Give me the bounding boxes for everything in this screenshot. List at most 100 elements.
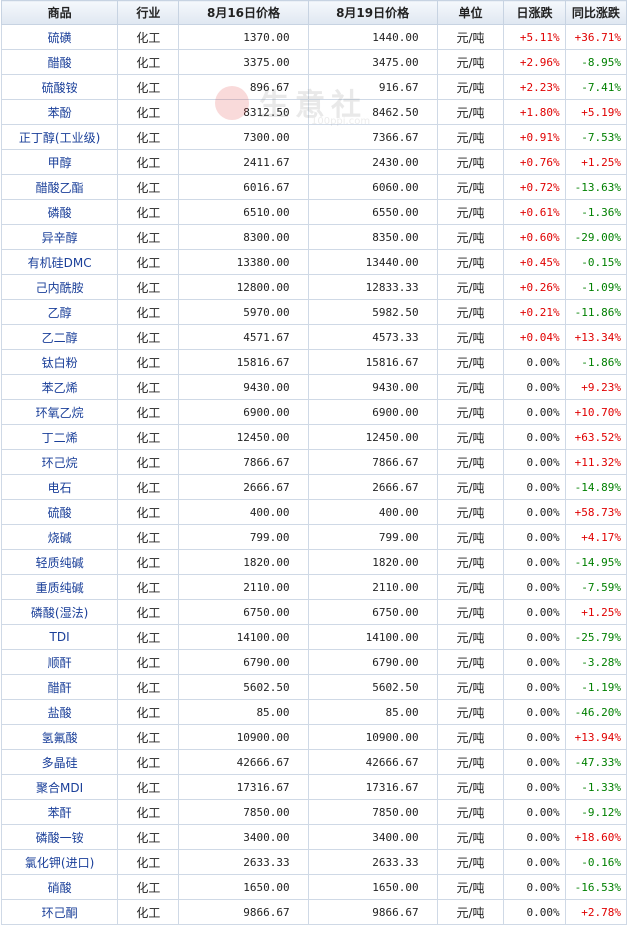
table-row: TDI 化工 14100.00 14100.00 元/吨 0.00% -25.79% xyxy=(0,624,628,650)
price-prev-cell: 2633.33 xyxy=(178,849,309,875)
product-name-link[interactable]: 硫酸 xyxy=(0,499,119,525)
product-name-link[interactable]: 磷酸(湿法) xyxy=(0,599,119,625)
yoy-change-cell: -25.79% xyxy=(564,624,628,650)
price-curr-cell: 14100.00 xyxy=(307,624,438,650)
product-name-link[interactable]: 氢氟酸 xyxy=(0,724,119,750)
product-name-link[interactable]: 醋酸 xyxy=(0,49,119,75)
product-name-link[interactable]: 硫酸铵 xyxy=(0,74,119,100)
table-row: 环氧乙烷 化工 6900.00 6900.00 元/吨 0.00% +10.70% xyxy=(0,399,628,425)
table-row: 顺酐 化工 6790.00 6790.00 元/吨 0.00% -3.28% xyxy=(0,649,628,675)
unit-cell: 元/吨 xyxy=(436,124,505,150)
price-curr-cell: 8350.00 xyxy=(307,224,438,250)
product-name-link[interactable]: 顺酐 xyxy=(0,649,119,675)
product-name-link[interactable]: 硫磺 xyxy=(0,24,119,50)
product-name-link[interactable]: 轻质纯碱 xyxy=(0,549,119,575)
product-name-link[interactable]: 多晶硅 xyxy=(0,749,119,775)
product-name-link[interactable]: 氯化钾(进口) xyxy=(0,849,119,875)
unit-cell: 元/吨 xyxy=(436,299,505,325)
price-curr-cell: 6550.00 xyxy=(307,199,438,225)
table-row: 醋酐 化工 5602.50 5602.50 元/吨 0.00% -1.19% xyxy=(0,674,628,700)
yoy-change-cell: -47.33% xyxy=(564,749,628,775)
product-name-link[interactable]: 钛白粉 xyxy=(0,349,119,375)
table-row: 电石 化工 2666.67 2666.67 元/吨 0.00% -14.89% xyxy=(0,474,628,500)
price-prev-cell: 8300.00 xyxy=(178,224,309,250)
product-name-link[interactable]: 醋酐 xyxy=(0,674,119,700)
industry-cell: 化工 xyxy=(117,649,180,675)
price-curr-cell: 1440.00 xyxy=(307,24,438,50)
product-name-link[interactable]: 重质纯碱 xyxy=(0,574,119,600)
unit-cell: 元/吨 xyxy=(436,49,505,75)
product-name-link[interactable]: 环氧乙烷 xyxy=(0,399,119,425)
yoy-change-cell: +1.25% xyxy=(564,149,628,175)
unit-cell: 元/吨 xyxy=(436,899,505,925)
product-name-link[interactable]: TDI xyxy=(0,624,119,650)
product-name-link[interactable]: 硝酸 xyxy=(0,874,119,900)
unit-cell: 元/吨 xyxy=(436,99,505,125)
price-prev-cell: 8312.50 xyxy=(178,99,309,125)
unit-cell: 元/吨 xyxy=(436,824,505,850)
unit-cell: 元/吨 xyxy=(436,224,505,250)
product-name-link[interactable]: 磷酸一铵 xyxy=(0,824,119,850)
header-yoy-change: 同比涨跌 xyxy=(564,0,628,25)
unit-cell: 元/吨 xyxy=(436,74,505,100)
product-name-link[interactable]: 苯酚 xyxy=(0,99,119,125)
yoy-change-cell: +11.32% xyxy=(564,449,628,475)
product-name-link[interactable]: 己内酰胺 xyxy=(0,274,119,300)
table-row: 轻质纯碱 化工 1820.00 1820.00 元/吨 0.00% -14.95% xyxy=(0,549,628,575)
table-row: 硝酸 化工 1650.00 1650.00 元/吨 0.00% -16.53% xyxy=(0,874,628,900)
daily-change-cell: 0.00% xyxy=(503,349,566,375)
table-row: 氢氟酸 化工 10900.00 10900.00 元/吨 0.00% +13.94% xyxy=(0,724,628,750)
product-name-link[interactable]: 乙二醇 xyxy=(0,324,119,350)
price-prev-cell: 7300.00 xyxy=(178,124,309,150)
header-daily-change: 日涨跌 xyxy=(503,0,566,25)
yoy-change-cell: -7.41% xyxy=(564,74,628,100)
yoy-change-cell: -13.63% xyxy=(564,174,628,200)
daily-change-cell: +5.11% xyxy=(503,24,566,50)
product-name-link[interactable]: 正丁醇(工业级) xyxy=(0,124,119,150)
product-name-link[interactable]: 苯乙烯 xyxy=(0,374,119,400)
price-curr-cell: 7366.67 xyxy=(307,124,438,150)
price-curr-cell: 12833.33 xyxy=(307,274,438,300)
product-name-link[interactable]: 磷酸 xyxy=(0,199,119,225)
product-name-link[interactable]: 电石 xyxy=(0,474,119,500)
daily-change-cell: 0.00% xyxy=(503,824,566,850)
price-prev-cell: 85.00 xyxy=(178,699,309,725)
price-prev-cell: 1650.00 xyxy=(178,874,309,900)
product-name-link[interactable]: 烧碱 xyxy=(0,524,119,550)
product-name-link[interactable]: 苯酐 xyxy=(0,799,119,825)
yoy-change-cell: -8.95% xyxy=(564,49,628,75)
industry-cell: 化工 xyxy=(117,824,180,850)
unit-cell: 元/吨 xyxy=(436,524,505,550)
price-curr-cell: 916.67 xyxy=(307,74,438,100)
table-row: 醋酸乙酯 化工 6016.67 6060.00 元/吨 +0.72% -13.63% xyxy=(0,174,628,200)
product-name-link[interactable]: 甲醇 xyxy=(0,149,119,175)
product-name-link[interactable]: 乙醇 xyxy=(0,299,119,325)
daily-change-cell: 0.00% xyxy=(503,799,566,825)
daily-change-cell: 0.00% xyxy=(503,874,566,900)
product-name-link[interactable]: 聚合MDI xyxy=(0,774,119,800)
product-name-link[interactable]: 有机硅DMC xyxy=(0,249,119,275)
daily-change-cell: 0.00% xyxy=(503,699,566,725)
industry-cell: 化工 xyxy=(117,624,180,650)
daily-change-cell: 0.00% xyxy=(503,424,566,450)
product-name-link[interactable]: 丁二烯 xyxy=(0,424,119,450)
industry-cell: 化工 xyxy=(117,124,180,150)
yoy-change-cell: -1.33% xyxy=(564,774,628,800)
industry-cell: 化工 xyxy=(117,199,180,225)
product-name-link[interactable]: 盐酸 xyxy=(0,699,119,725)
product-name-link[interactable]: 异辛醇 xyxy=(0,224,119,250)
product-name-link[interactable]: 环己烷 xyxy=(0,449,119,475)
price-curr-cell: 42666.67 xyxy=(307,749,438,775)
price-curr-cell: 17316.67 xyxy=(307,774,438,800)
price-prev-cell: 12450.00 xyxy=(178,424,309,450)
daily-change-cell: +0.04% xyxy=(503,324,566,350)
product-name-link[interactable]: 环己酮 xyxy=(0,899,119,925)
table-row: 磷酸(湿法) 化工 6750.00 6750.00 元/吨 0.00% +1.25% xyxy=(0,599,628,625)
price-prev-cell: 6510.00 xyxy=(178,199,309,225)
unit-cell: 元/吨 xyxy=(436,724,505,750)
product-name-link[interactable]: 醋酸乙酯 xyxy=(0,174,119,200)
industry-cell: 化工 xyxy=(117,599,180,625)
price-curr-cell: 799.00 xyxy=(307,524,438,550)
daily-change-cell: 0.00% xyxy=(503,449,566,475)
price-prev-cell: 9430.00 xyxy=(178,374,309,400)
